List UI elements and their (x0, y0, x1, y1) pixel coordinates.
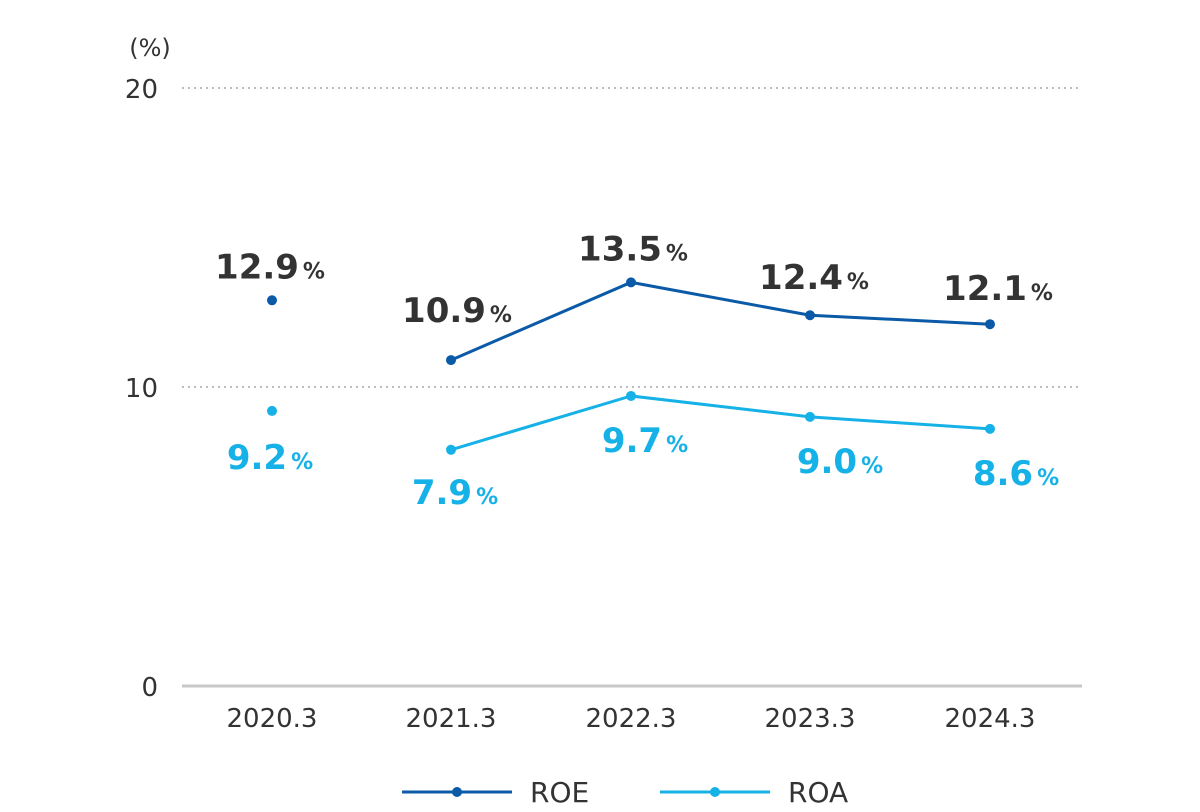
x-tick-label: 2022.3 (586, 704, 677, 734)
data-label-percent: % (303, 259, 325, 284)
data-point-roe (805, 310, 815, 321)
x-tick-label: 2023.3 (765, 704, 856, 734)
data-label-value: 9.7 (602, 421, 662, 461)
data-point-roa (626, 390, 636, 401)
data-label-percent: % (666, 433, 688, 458)
legend-item-roa: ROA (660, 776, 848, 809)
data-point-roa (805, 411, 815, 422)
y-axis-unit-label: (%) (129, 34, 171, 62)
series-line-roa (450, 394, 991, 452)
y-tick-label: 20 (125, 75, 158, 105)
data-label-value: 10.9 (402, 291, 486, 331)
data-label-value: 12.9 (215, 247, 299, 287)
data-label-value: 9.2 (227, 438, 287, 478)
y-tick-label: 0 (141, 673, 158, 703)
data-label-roa: 9.7% (602, 421, 688, 461)
data-label-value: 13.5 (578, 229, 662, 269)
data-label-roe: 12.9% (215, 247, 325, 287)
data-label-value: 7.9 (412, 473, 472, 513)
data-label-roe: 10.9% (402, 291, 512, 331)
data-label-value: 12.4 (759, 258, 843, 298)
data-label-value: 9.0 (797, 442, 857, 482)
data-label-percent: % (490, 303, 512, 328)
data-labels: 12.9 %10.9 %13.5 %12.4% 12.1 %9.2 %7.9 %9.7% 9.0… (215, 229, 1059, 512)
x-tick-label: 2021.3 (406, 704, 497, 734)
y-tick-label: 10 (125, 374, 158, 404)
data-label-percent: % (861, 454, 883, 479)
data-label-roa: 9.0% (797, 442, 883, 482)
axes: 0 10 20 2020.3 2021.3 2022.3 2023.3 2024.3 (125, 75, 1082, 734)
data-point-roa (446, 444, 456, 455)
legend-label: ROA (788, 776, 848, 809)
data-label-percent: % (847, 270, 869, 295)
data-label-percent: % (666, 241, 688, 266)
data-label-value: 12.1 (943, 269, 1027, 309)
legend-swatch-marker (710, 787, 720, 797)
data-label-roa: 7.9% (412, 473, 498, 513)
x-tick-label: 2020.3 (227, 704, 318, 734)
legend-item-roe: ROE (402, 776, 589, 809)
data-label-roe: 13.5% (578, 229, 688, 269)
x-tick-label: 2024.3 (945, 704, 1036, 734)
data-label-percent: % (291, 450, 313, 475)
data-label-percent: % (476, 485, 498, 510)
series-layer (267, 277, 995, 455)
data-label-percent: % (1031, 281, 1053, 306)
data-label-roe: 12.4% (759, 258, 869, 298)
data-label-roa: 8.6% (973, 454, 1059, 494)
data-point-roe (626, 277, 636, 288)
legend: ROE ROA (402, 776, 848, 809)
data-point-roa (267, 405, 277, 416)
data-label-roe: 12.1% (943, 269, 1053, 309)
data-label-value: 8.6 (973, 454, 1033, 494)
series-line-roe (450, 280, 991, 362)
legend-swatch-marker (452, 787, 462, 797)
data-point-roe (985, 319, 995, 330)
legend-label: ROE (530, 776, 589, 809)
data-point-roe (267, 295, 277, 306)
data-label-percent: % (1037, 466, 1059, 491)
data-label-roa: 9.2% (227, 438, 313, 478)
data-point-roa (985, 423, 995, 434)
data-point-roe (446, 355, 456, 366)
